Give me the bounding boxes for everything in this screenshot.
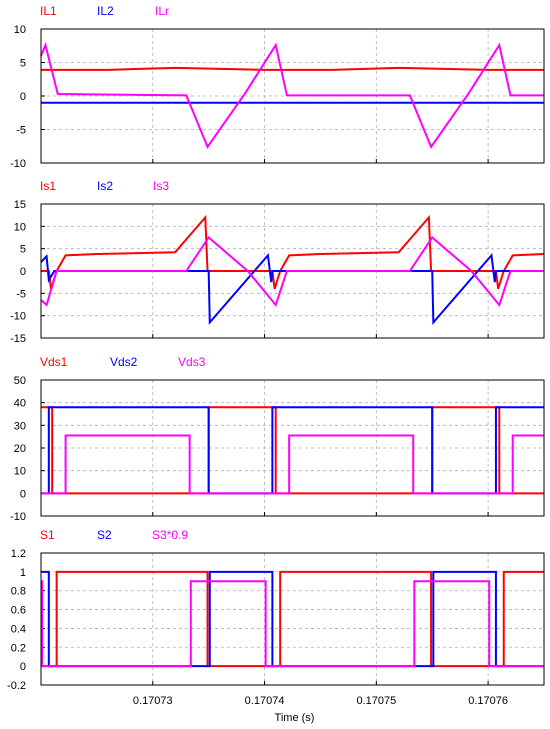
y-tick-label: 0 <box>20 661 26 673</box>
y-tick-label: 1 <box>20 567 26 579</box>
y-tick-label: -10 <box>10 311 26 323</box>
series-line-s2 <box>41 570 544 668</box>
series-line-is2 <box>40 253 544 325</box>
legend-label: IL2 <box>97 4 114 18</box>
y-tick-label: -0.2 <box>7 680 26 692</box>
y-tick-label: 0.4 <box>11 623 26 635</box>
y-tick-label: 0.2 <box>11 642 26 654</box>
y-tick-label: 10 <box>14 466 26 478</box>
y-tick-label: 0.8 <box>11 586 26 598</box>
x-tick-label: 0.17076 <box>468 695 508 707</box>
y-tick-label: 1.2 <box>11 548 26 560</box>
y-tick-label: 20 <box>14 443 26 455</box>
series-line-il1 <box>41 66 544 71</box>
series-line-vds3 <box>41 434 544 495</box>
legend-label: S1 <box>40 528 55 542</box>
legend-label: Vds1 <box>40 355 68 369</box>
legend-label: Is3 <box>153 179 169 193</box>
series-line-s3-0-9 <box>41 580 544 668</box>
y-tick-label: 40 <box>14 398 26 410</box>
legend-label: S3*0.9 <box>152 528 188 542</box>
plot-frame <box>40 203 545 339</box>
y-tick-label: 5 <box>20 244 26 256</box>
plot-panel-3: -10 0 10 20 30 40 50 Vds1 Vds2 Vds3 <box>10 355 545 523</box>
y-tick-label: 15 <box>14 199 26 211</box>
y-tick-label: -15 <box>10 333 26 345</box>
x-tick-label: 0.17073 <box>133 695 173 707</box>
plot-panel-4: -0.2 0 0.2 0.4 0.6 0.8 1 1.2 S1 S2 S3*0.9 <box>7 528 545 692</box>
plot-frame <box>40 28 545 164</box>
legend-label: ILr <box>155 4 169 18</box>
legend-label: Is1 <box>40 179 56 193</box>
y-tick-label: 50 <box>14 375 26 387</box>
y-tick-label: 10 <box>14 221 26 233</box>
plot-frame <box>40 552 545 686</box>
legend-label: IL1 <box>40 4 57 18</box>
plot-panel-1: -10 -5 0 5 10 IL1 IL2 ILr <box>10 4 545 170</box>
series-line-is1 <box>41 214 545 290</box>
legend-label: Vds2 <box>110 355 138 369</box>
y-tick-label: 0.6 <box>11 605 26 617</box>
y-tick-label: -5 <box>16 125 26 137</box>
legend-label: Vds3 <box>178 355 206 369</box>
x-axis: 0.17073 0.17074 0.17075 0.17076 Time (s) <box>133 695 508 724</box>
series-line-ilr <box>40 41 544 149</box>
y-tick-label: 0 <box>20 266 26 278</box>
y-tick-label: 10 <box>14 24 26 36</box>
legend-label: S2 <box>97 528 112 542</box>
y-tick-label: 0 <box>20 488 26 500</box>
y-tick-label: 0 <box>20 91 26 103</box>
legend-label: Is2 <box>97 179 113 193</box>
x-tick-label: 0.17075 <box>356 695 396 707</box>
y-tick-label: 5 <box>20 58 26 70</box>
y-tick-label: -10 <box>10 511 26 523</box>
series-line-s1 <box>41 570 544 668</box>
y-tick-label: 30 <box>14 420 26 432</box>
series-line-vds2 <box>41 406 544 495</box>
x-tick-label: 0.17074 <box>245 695 285 707</box>
y-tick-label: -5 <box>16 288 26 300</box>
series-line-vds1 <box>41 406 544 495</box>
plot-frame <box>40 379 545 517</box>
plot-panel-2: -15 -10 -5 0 5 10 15 Is1 Is2 Is3 <box>10 179 545 345</box>
y-tick-label: -10 <box>10 158 26 170</box>
series-line-is3 <box>40 236 544 307</box>
x-axis-label: Time (s) <box>275 712 315 724</box>
